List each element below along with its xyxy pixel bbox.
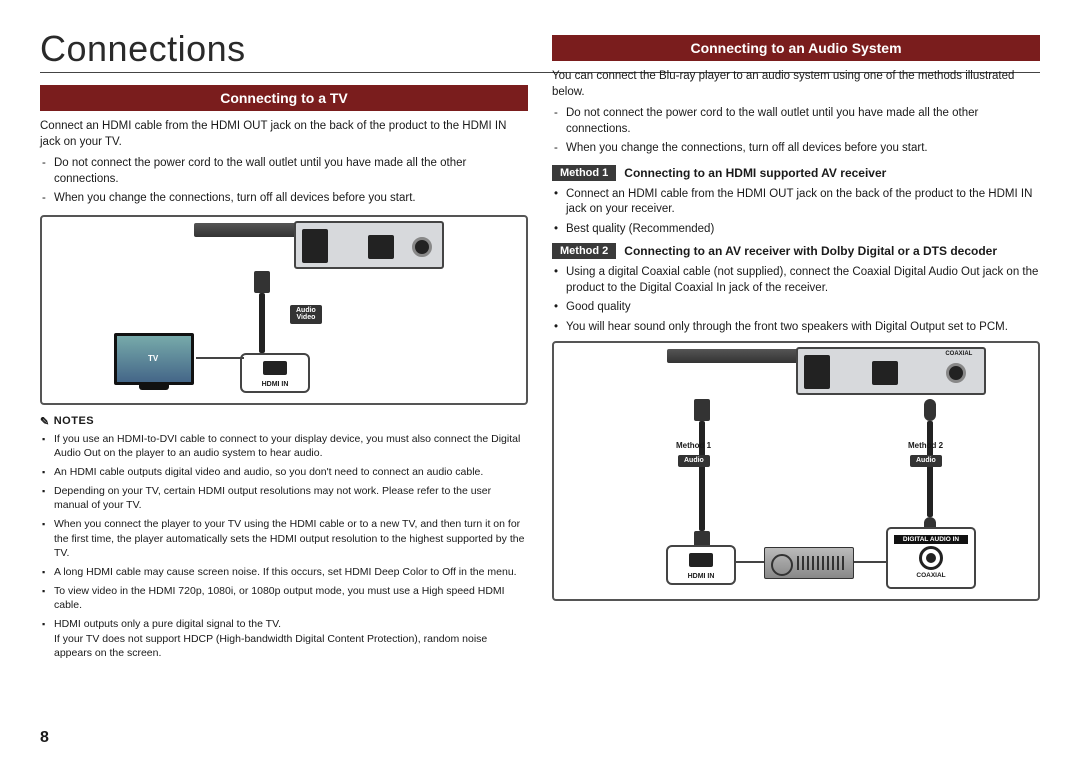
method1-header: Method 1 Connecting to an HDMI supported…: [552, 165, 1040, 181]
player-back-panel: [294, 221, 444, 269]
av-receiver-icon: [764, 547, 854, 579]
method2-title: Connecting to an AV receiver with Dolby …: [624, 244, 997, 258]
method2-bullet: You will hear sound only through the fro…: [552, 320, 1040, 336]
audio-connection-diagram: COAXIAL Method 1 Audio Method 2 Audio HD…: [552, 341, 1040, 601]
hdmi-in-callout: HDMI IN: [240, 353, 310, 393]
note-item: Depending on your TV, certain HDMI outpu…: [40, 484, 528, 512]
audio-precaution-item: Do not connect the power cord to the wal…: [552, 106, 1040, 137]
method2-bullet: Good quality: [552, 300, 1040, 316]
method1-bullet: Connect an HDMI cable from the HDMI OUT …: [552, 187, 1040, 218]
note-item: When you connect the player to your TV u…: [40, 517, 528, 560]
method2-header: Method 2 Connecting to an AV receiver wi…: [552, 243, 1040, 259]
audio-intro-text: You can connect the Blu-ray player to an…: [552, 69, 1040, 100]
callout-line: [854, 561, 886, 563]
method1-tag: Method 1: [552, 165, 616, 181]
tv-precaution-item: When you change the connections, turn of…: [40, 191, 528, 207]
note-item: A long HDMI cable may cause screen noise…: [40, 565, 528, 579]
method1-text: Method 1: [676, 441, 711, 450]
note-item: If you use an HDMI-to-DVI cable to conne…: [40, 432, 528, 460]
tv-precaution-list: Do not connect the power cord to the wal…: [40, 156, 528, 207]
hdmi-cable: [259, 293, 265, 353]
audio-label-2: Audio: [910, 455, 942, 467]
audio-precaution-list: Do not connect the power cord to the wal…: [552, 106, 1040, 157]
hdmi-cable: [699, 421, 705, 531]
page-number: 8: [40, 729, 49, 747]
hdmi-in-callout: HDMI IN: [666, 545, 736, 585]
note-item: An HDMI cable outputs digital video and …: [40, 465, 528, 479]
tv-text-label: TV: [148, 354, 158, 363]
digital-audio-in-callout: DIGITAL AUDIO IN COAXIAL: [886, 527, 976, 589]
lan-port-icon: [872, 361, 898, 385]
audio-label-1: Audio: [678, 455, 710, 467]
coax-plug-icon: [924, 399, 936, 421]
tv-intro-text: Connect an HDMI cable from the HDMI OUT …: [40, 119, 528, 150]
right-column: Connecting to an Audio System You can co…: [552, 35, 1040, 665]
two-column-layout: Connecting to a TV Connect an HDMI cable…: [40, 85, 1040, 665]
method2-text: Method 2: [908, 441, 943, 450]
audio-precaution-item: When you change the connections, turn of…: [552, 141, 1040, 157]
video-label-text: Video: [296, 314, 316, 322]
panel-coax-text: COAXIAL: [945, 351, 972, 357]
notes-header: NOTES: [40, 415, 528, 428]
tv-precaution-item: Do not connect the power cord to the wal…: [40, 156, 528, 187]
coax-port-icon: [412, 237, 432, 257]
hdmi-in-text: HDMI IN: [668, 573, 734, 580]
coaxial-text: COAXIAL: [888, 572, 974, 579]
coax-cable: [927, 421, 933, 517]
method1-bullet: Best quality (Recommended): [552, 222, 1040, 238]
left-column: Connecting to a TV Connect an HDMI cable…: [40, 85, 528, 665]
hdmi-plug-icon: [694, 399, 710, 421]
callout-line: [736, 561, 764, 563]
note-item: HDMI outputs only a pure digital signal …: [40, 617, 528, 660]
lan-port-icon: [368, 235, 394, 259]
method1-title: Connecting to an HDMI supported AV recei…: [624, 166, 886, 180]
audio-label-text: Audio: [296, 307, 316, 314]
audio-section-header: Connecting to an Audio System: [552, 35, 1040, 61]
tv-connection-diagram: Audio Video TV HDMI IN: [40, 215, 528, 405]
notes-list: If you use an HDMI-to-DVI cable to conne…: [40, 432, 528, 660]
player-back-panel: COAXIAL: [796, 347, 986, 395]
method1-bullets: Connect an HDMI cable from the HDMI OUT …: [552, 187, 1040, 238]
coax-port-icon: [946, 363, 966, 383]
audio-video-label: Audio Video: [290, 305, 322, 324]
note-item: To view video in the HDMI 720p, 1080i, o…: [40, 584, 528, 612]
callout-line: [196, 357, 244, 359]
coax-ring-icon: [919, 546, 943, 570]
method2-bullet: Using a digital Coaxial cable (not suppl…: [552, 265, 1040, 296]
tv-section-header: Connecting to a TV: [40, 85, 528, 111]
hdmi-plug-icon: [254, 271, 270, 293]
digital-audio-in-text: DIGITAL AUDIO IN: [894, 535, 968, 544]
method2-tag: Method 2: [552, 243, 616, 259]
method2-bullets: Using a digital Coaxial cable (not suppl…: [552, 265, 1040, 335]
hdmi-in-text: HDMI IN: [242, 381, 308, 388]
